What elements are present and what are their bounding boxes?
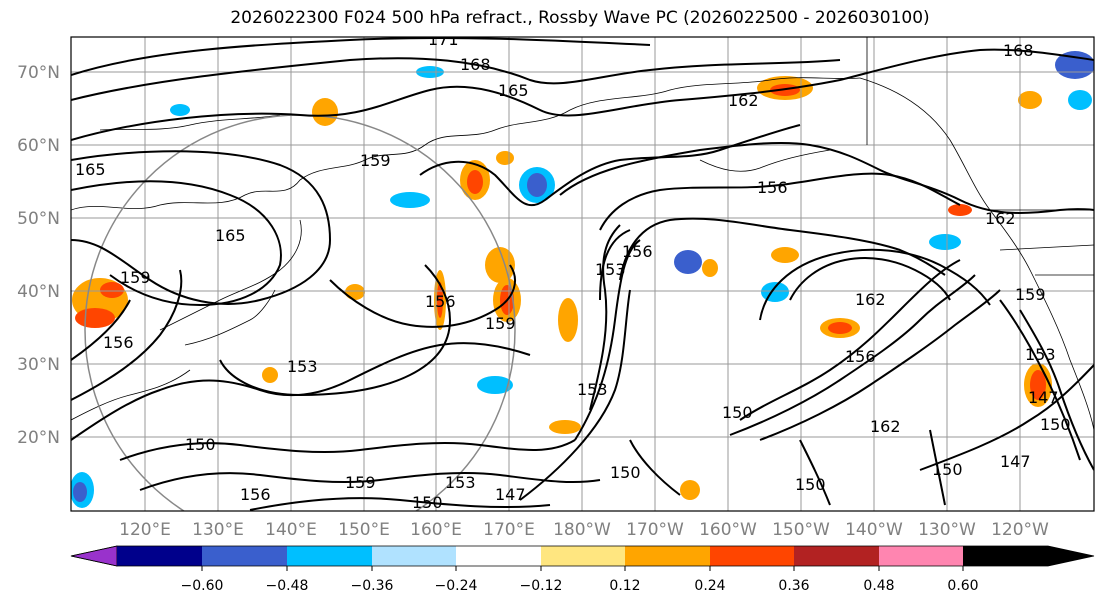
- colorbar-tick-label: −0.24: [435, 578, 478, 594]
- contour-label: 162: [855, 290, 886, 309]
- contour-label: 153: [287, 357, 318, 376]
- contour-label: 150: [932, 460, 963, 479]
- colorbar-tick-marks: [201, 566, 964, 571]
- contour-label: 147: [495, 485, 526, 504]
- contour-label: 159: [345, 473, 376, 492]
- lat-label: 50°N: [17, 209, 60, 229]
- lon-label: 150°W: [772, 520, 830, 540]
- lon-label: 130°W: [918, 520, 976, 540]
- contour-label: 165: [75, 160, 106, 179]
- lon-label: 130°E: [192, 520, 244, 540]
- colorbar-tick-label: −0.48: [266, 578, 309, 594]
- colorbar-segment: [794, 546, 879, 566]
- lon-label: 140°E: [265, 520, 317, 540]
- lon-label: 120°E: [119, 520, 171, 540]
- contour-label: 153: [577, 380, 608, 399]
- contour-label: 162: [985, 209, 1016, 228]
- colorbar-segment: [456, 546, 541, 566]
- contour-label: 153: [445, 473, 476, 492]
- contour-label: 150: [1040, 415, 1071, 434]
- contour-label: 156: [240, 485, 271, 504]
- contour-label: 159: [120, 268, 151, 287]
- colorbar-segment: [879, 546, 963, 566]
- contour-label: 159: [1015, 285, 1046, 304]
- colorbar: −0.60 −0.48 −0.36 −0.24 −0.12 0.12 0.24 …: [70, 545, 1095, 594]
- map-title: 2026022300 F024 500 hPa refract., Rossby…: [230, 8, 930, 28]
- lat-label: 60°N: [17, 136, 60, 156]
- lat-label: 70°N: [17, 63, 60, 83]
- lat-label: 30°N: [17, 355, 60, 375]
- colorbar-tick-label: −0.12: [520, 578, 563, 594]
- lon-label: 120°W: [991, 520, 1049, 540]
- contour-label: 165: [215, 226, 246, 245]
- contour-label: 147: [1000, 452, 1031, 471]
- lon-label: 150°E: [338, 520, 390, 540]
- colorbar-tick-label: 0.60: [947, 578, 978, 594]
- lat-label: 40°N: [17, 282, 60, 302]
- colorbar-segment: [625, 546, 710, 566]
- lon-label: 160°W: [699, 520, 757, 540]
- colorbar-tick-label: −0.36: [351, 578, 394, 594]
- contour-label: 150: [795, 475, 826, 494]
- lat-label: 20°N: [17, 428, 60, 448]
- lon-label: 140°W: [845, 520, 903, 540]
- contour-label: 156: [622, 242, 653, 261]
- colorbar-tick-label: 0.36: [778, 578, 809, 594]
- contour-label: 156: [845, 347, 876, 366]
- contour-label: 147: [1028, 388, 1059, 407]
- contour-label: 153: [1025, 345, 1056, 364]
- coastlines: [71, 37, 1094, 431]
- colorbar-tick-label: 0.48: [863, 578, 894, 594]
- contour-label: 171: [428, 30, 459, 49]
- contour-label: 159: [485, 314, 516, 333]
- contour-label: 165: [498, 81, 529, 100]
- contour-label: 168: [1003, 41, 1034, 60]
- longitude-labels: 120°E 130°E 140°E 150°E 160°E 170°E 180°…: [119, 520, 1049, 540]
- graticule: [71, 37, 1094, 511]
- contour-label: 150: [722, 403, 753, 422]
- contour-label: 150: [185, 435, 216, 454]
- latitude-labels: 70°N 60°N 50°N 40°N 30°N 20°N: [17, 63, 60, 448]
- lon-label: 170°W: [626, 520, 684, 540]
- colorbar-tick-label: 0.24: [694, 578, 725, 594]
- contour-label: 162: [728, 91, 759, 110]
- colorbar-segment: [541, 546, 625, 566]
- contour-label: 150: [412, 493, 443, 512]
- colorbar-tick-label: 0.12: [609, 578, 640, 594]
- geopotential-contours: [71, 37, 1094, 511]
- contour-label: 156: [757, 178, 788, 197]
- colorbar-segment: [287, 546, 372, 566]
- contour-label: 156: [425, 292, 456, 311]
- contour-label: 168: [460, 55, 491, 74]
- colorbar-extend-low: [70, 545, 118, 567]
- colorbar-segment: [372, 546, 456, 566]
- contour-label-group: 171 168 165 162 168 165 159 156 156 165 …: [75, 30, 1071, 512]
- colorbar-outline: [70, 545, 1095, 567]
- colorbar-segment: [202, 546, 287, 566]
- contour-label: 153: [595, 260, 626, 279]
- lon-label: 160°E: [410, 520, 462, 540]
- lon-label: 170°E: [483, 520, 535, 540]
- colorbar-extend-high: [963, 546, 1094, 566]
- contour-label: 156: [103, 333, 134, 352]
- contour-label: 150: [610, 463, 641, 482]
- colorbar-segment: [710, 546, 794, 566]
- colorbar-segment: [117, 546, 202, 566]
- contour-label: 162: [870, 417, 901, 436]
- lon-label: 180°W: [553, 520, 611, 540]
- map-border: [70, 36, 1095, 512]
- colorbar-tick-label: −0.60: [181, 578, 224, 594]
- contour-label: 159: [360, 151, 391, 170]
